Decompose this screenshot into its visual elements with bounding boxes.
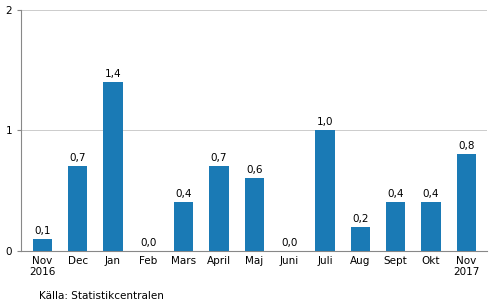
Bar (174, 202, 193, 251)
Text: 0,7: 0,7 (211, 153, 227, 163)
Text: 0,2: 0,2 (352, 214, 369, 223)
Bar (104, 82, 123, 251)
Bar (351, 226, 370, 251)
Text: 0,0: 0,0 (140, 238, 157, 248)
Bar (386, 202, 405, 251)
Bar (68, 166, 87, 251)
Text: 1,0: 1,0 (317, 117, 333, 127)
Text: 0,7: 0,7 (70, 153, 86, 163)
Text: 0,6: 0,6 (246, 165, 263, 175)
Text: 0,4: 0,4 (176, 189, 192, 199)
Bar (210, 166, 229, 251)
Text: 0,1: 0,1 (34, 226, 51, 236)
Bar (457, 154, 476, 251)
Text: Källa: Statistikcentralen: Källa: Statistikcentralen (39, 291, 164, 301)
Text: 0,4: 0,4 (387, 189, 404, 199)
Bar (245, 178, 264, 251)
Text: 1,4: 1,4 (105, 69, 121, 79)
Text: 0,0: 0,0 (282, 238, 298, 248)
Text: 0,4: 0,4 (423, 189, 439, 199)
Text: 0,8: 0,8 (458, 141, 474, 151)
Bar (33, 239, 52, 251)
Bar (421, 202, 441, 251)
Bar (315, 130, 335, 251)
